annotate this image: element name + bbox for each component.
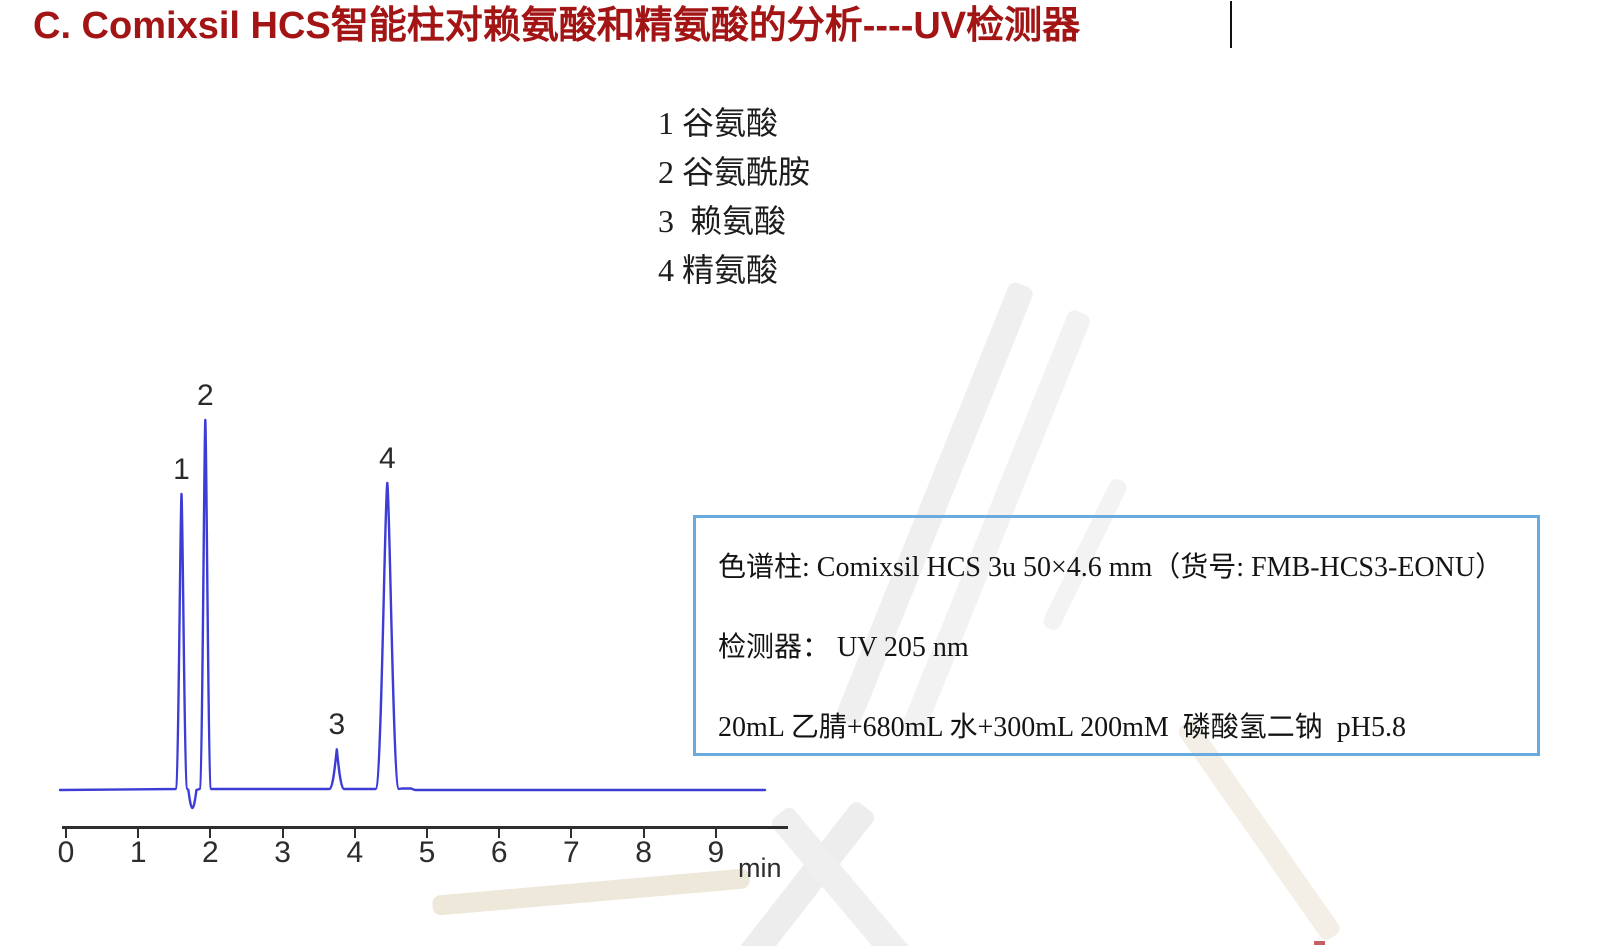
- peak-label-2: 2: [196, 379, 214, 412]
- condition-mobile-phase: 20mL 乙腈+680mL 水+300mL 200mM 磷酸氢二钠 pH5.8: [718, 712, 1407, 743]
- x-axis-tick-label: 3: [274, 836, 291, 869]
- x-axis-tick-label: 7: [563, 836, 580, 869]
- peak-label-4: 4: [378, 441, 396, 475]
- signal-trace: [58, 418, 767, 810]
- x-axis-tick-label: 5: [418, 836, 436, 869]
- x-axis-tick: [714, 829, 717, 838]
- legend-item: 2 谷氨酰胺: [658, 154, 811, 190]
- x-axis-tick-label: 0: [57, 836, 75, 869]
- red-annotation-dash: [1314, 941, 1325, 945]
- x-axis-tick: [642, 829, 645, 838]
- x-axis-tick: [65, 829, 67, 838]
- x-axis-tick-label: 9: [707, 836, 725, 869]
- legend-item: 4 精氨酸: [658, 252, 779, 288]
- x-axis-tick-label: 2: [202, 836, 219, 869]
- x-axis-tick: [570, 829, 573, 838]
- conditions-box: 色谱柱: Comixsil HCS 3u 50×4.6 mm（货号: FMB-H…: [693, 515, 1540, 756]
- condition-detector: 检测器： UV 205 nm: [718, 632, 969, 663]
- x-axis-tick: [498, 829, 501, 838]
- legend-item: 1 谷氨酸: [658, 105, 779, 141]
- x-axis-tick-label: 6: [490, 836, 508, 869]
- x-axis-line: [62, 826, 788, 829]
- x-axis-tick-label: 1: [129, 836, 147, 869]
- chromatogram: 0 1 2 3 4 5 6 7 8 9 1 2 3 4 min: [40, 340, 850, 920]
- x-axis-tick: [209, 829, 212, 838]
- chromatogram-trace: [58, 418, 767, 810]
- x-axis-tick: [426, 829, 428, 838]
- x-axis-tick-label: 8: [635, 836, 652, 869]
- x-axis-tick: [353, 829, 356, 838]
- x-axis-tick: [281, 829, 284, 838]
- condition-column: 色谱柱: Comixsil HCS 3u 50×4.6 mm（货号: FMB-H…: [718, 552, 1504, 583]
- compound-legend: 1 谷氨酸 2 谷氨酰胺 3 赖氨酸 4 精氨酸: [658, 99, 810, 295]
- peak-label-3: 3: [328, 708, 346, 742]
- x-axis-unit-label: min: [738, 853, 782, 883]
- peak-label-1: 1: [173, 453, 190, 486]
- page-title: C. Comixsil HCS智能柱对赖氨酸和精氨酸的分析----UV检测器: [33, 5, 1081, 47]
- legend-item: 3 赖氨酸: [658, 203, 787, 239]
- text-cursor: [1230, 1, 1232, 48]
- x-axis-tick: [137, 829, 140, 838]
- x-axis-tick-label: 4: [346, 836, 364, 869]
